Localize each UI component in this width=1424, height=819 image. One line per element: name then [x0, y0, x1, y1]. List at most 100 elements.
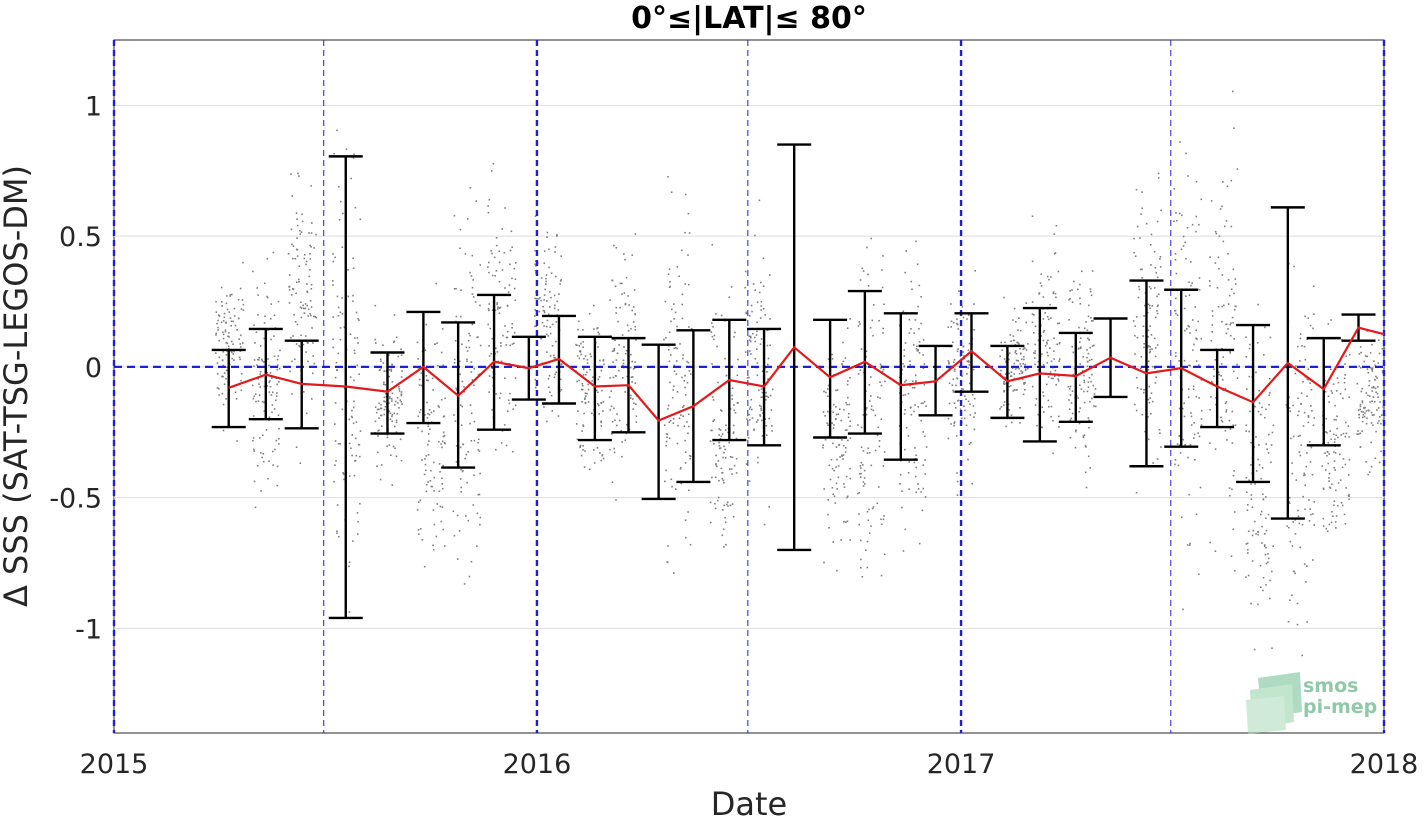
scatter-point	[581, 383, 584, 385]
scatter-point	[720, 409, 722, 411]
scatter-point	[1253, 648, 1256, 651]
scatter-point	[726, 501, 729, 504]
scatter-point	[1374, 400, 1376, 403]
scatter-point	[357, 520, 359, 523]
scatter-point	[843, 408, 845, 411]
scatter-point	[452, 510, 455, 513]
scatter-point	[1265, 546, 1267, 549]
scatter-point	[1288, 396, 1290, 399]
scatter-point	[253, 448, 255, 451]
scatter-point	[1302, 425, 1305, 427]
scatter-point	[835, 466, 837, 468]
scatter-point	[471, 254, 474, 257]
scatter-point	[1017, 360, 1019, 362]
scatter-point	[1023, 358, 1025, 361]
scatter-point	[310, 246, 312, 248]
scatter-point	[947, 326, 949, 328]
scatter-point	[557, 309, 560, 311]
scatter-point	[389, 396, 391, 398]
scatter-point	[1025, 302, 1027, 304]
scatter-point	[1150, 392, 1153, 394]
scatter-point	[1158, 429, 1161, 431]
scatter-point	[1210, 200, 1213, 202]
scatter-point	[1269, 597, 1271, 600]
scatter-point	[760, 305, 763, 307]
scatter-point	[1146, 311, 1149, 314]
scatter-point	[1312, 327, 1314, 330]
scatter-point	[216, 373, 219, 375]
scatter-point	[1052, 292, 1055, 295]
scatter-point	[714, 502, 716, 505]
scatter-point	[759, 415, 762, 417]
scatter-point	[844, 357, 847, 359]
scatter-point	[615, 499, 617, 501]
scatter-point	[554, 246, 557, 248]
scatter-point	[554, 251, 556, 253]
scatter-point	[1037, 339, 1040, 342]
scatter-point	[634, 313, 636, 316]
scatter-point	[956, 318, 958, 320]
scatter-point	[342, 473, 345, 475]
scatter-point	[535, 325, 537, 328]
scatter-point	[865, 350, 868, 352]
scatter-point	[498, 250, 500, 253]
scatter-point	[1089, 290, 1092, 293]
scatter-point	[675, 488, 677, 490]
scatter-point	[672, 417, 675, 420]
scatter-point	[1141, 413, 1144, 416]
scatter-point	[1179, 141, 1181, 143]
scatter-point	[842, 360, 845, 363]
scatter-point	[1193, 422, 1195, 424]
scatter-point	[273, 408, 276, 410]
scatter-point	[918, 341, 921, 343]
scatter-point	[690, 328, 693, 330]
scatter-point	[684, 519, 687, 521]
scatter-point	[1144, 304, 1146, 307]
scatter-point	[836, 569, 838, 572]
scatter-point	[440, 398, 443, 401]
scatter-point	[1092, 384, 1095, 387]
scatter-point	[882, 332, 884, 334]
scatter-point	[1072, 373, 1074, 376]
scatter-point	[1058, 360, 1060, 362]
scatter-point	[259, 386, 261, 388]
scatter-point	[508, 402, 511, 405]
scatter-point	[771, 430, 773, 432]
scatter-point	[1230, 179, 1233, 182]
scatter-point	[633, 402, 635, 405]
scatter-point	[540, 338, 542, 340]
scatter-point	[336, 530, 338, 532]
scatter-cluster	[374, 304, 403, 486]
scatter-point	[600, 420, 602, 423]
scatter-point	[418, 533, 420, 535]
scatter-point	[1147, 344, 1150, 347]
scatter-point	[633, 289, 636, 291]
scatter-point	[225, 398, 227, 400]
scatter-point	[582, 346, 584, 348]
scatter-point	[1245, 576, 1247, 578]
scatter-point	[357, 533, 359, 535]
scatter-point	[254, 506, 257, 509]
scatter-point	[870, 525, 872, 527]
scatter-point	[400, 376, 403, 378]
scatter-point	[438, 406, 440, 408]
scatter-point	[352, 257, 354, 260]
scatter-point	[504, 207, 506, 209]
scatter-point	[586, 359, 589, 361]
scatter-point	[479, 264, 482, 266]
scatter-point	[862, 414, 865, 416]
scatter-point	[1150, 287, 1152, 290]
scatter-point	[298, 175, 300, 177]
scatter-point	[388, 375, 391, 378]
scatter-point	[957, 399, 960, 402]
scatter-point	[303, 312, 306, 314]
scatter-point	[288, 302, 291, 304]
scatter-point	[1309, 508, 1311, 510]
scatter-point	[746, 418, 748, 420]
scatter-point	[488, 271, 490, 274]
scatter-point	[295, 248, 298, 251]
scatter-point	[334, 440, 337, 442]
scatter-point	[1217, 371, 1220, 373]
scatter-point	[732, 431, 735, 433]
scatter-point	[1333, 460, 1336, 462]
